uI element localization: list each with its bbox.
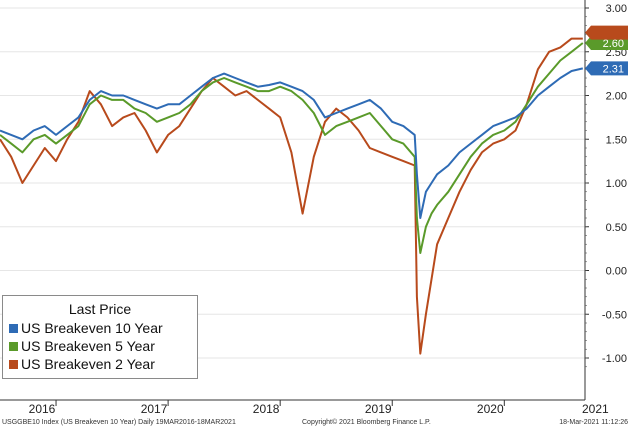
- legend-title: Last Price: [68, 301, 132, 317]
- last-value-tag-2: [585, 25, 628, 40]
- footer-source: USGGBE10 Index (US Breakeven 10 Year) Da…: [2, 419, 236, 426]
- y-tick-label: -0.50: [602, 309, 627, 321]
- grid-lines: [0, 7, 585, 359]
- legend-label-10y: US Breakeven 10 Year: [21, 320, 163, 336]
- x-tick-label: 2017: [141, 402, 168, 416]
- y-tick-label: 1.50: [606, 134, 627, 146]
- legend-label-5y: US Breakeven 5 Year: [21, 338, 155, 354]
- legend-swatch-5y: [9, 341, 18, 351]
- legend-swatch-2y: [9, 359, 18, 369]
- series-lines: [0, 37, 584, 355]
- x-tick-label: 2021: [582, 402, 609, 416]
- y-tick-label: 0.00: [606, 266, 627, 278]
- chart-footer: USGGBE10 Index (US Breakeven 10 Year) Da…: [2, 418, 628, 426]
- y-tick-label: 0.50: [606, 222, 627, 234]
- x-tick-label: 2016: [29, 402, 56, 416]
- last-value-tags: 2.31 2.60: [585, 25, 628, 76]
- last-value-label-1: 2.60: [603, 38, 624, 50]
- chart-legend: Last Price US Breakeven 10 Year US Break…: [2, 295, 198, 379]
- x-tick-label: 2020: [477, 402, 504, 416]
- y-tick-label: -1.00: [602, 353, 627, 365]
- legend-swatch-10y: [9, 323, 18, 333]
- legend-item-5y: US Breakeven 5 Year: [3, 337, 197, 355]
- x-tick-label: 2018: [253, 402, 280, 416]
- y-tick-label: 2.00: [606, 91, 627, 103]
- series-line-0: [0, 67, 584, 219]
- last-value-label-0: 2.31: [603, 63, 624, 75]
- x-axis: 2016 2017 2018 2019 2020 2021: [0, 399, 609, 416]
- last-value-tag-0: 2.31: [585, 61, 628, 76]
- legend-item-10y: US Breakeven 10 Year: [3, 319, 197, 337]
- x-tick-label: 2019: [365, 402, 392, 416]
- footer-copyright: Copyright© 2021 Bloomberg Finance L.P.: [302, 418, 431, 426]
- legend-item-2y: US Breakeven 2 Year: [3, 355, 197, 373]
- y-tick-label: 3.00: [606, 3, 627, 15]
- series-line-2: [0, 37, 583, 355]
- footer-timestamp: 18-Mar-2021 11:12:26: [559, 419, 628, 426]
- legend-label-2y: US Breakeven 2 Year: [21, 356, 155, 372]
- series-line-1: [0, 42, 584, 254]
- y-axis: 3.002.502.001.501.000.500.00-0.50-1.00: [584, 0, 627, 400]
- y-tick-label: 1.00: [606, 178, 627, 190]
